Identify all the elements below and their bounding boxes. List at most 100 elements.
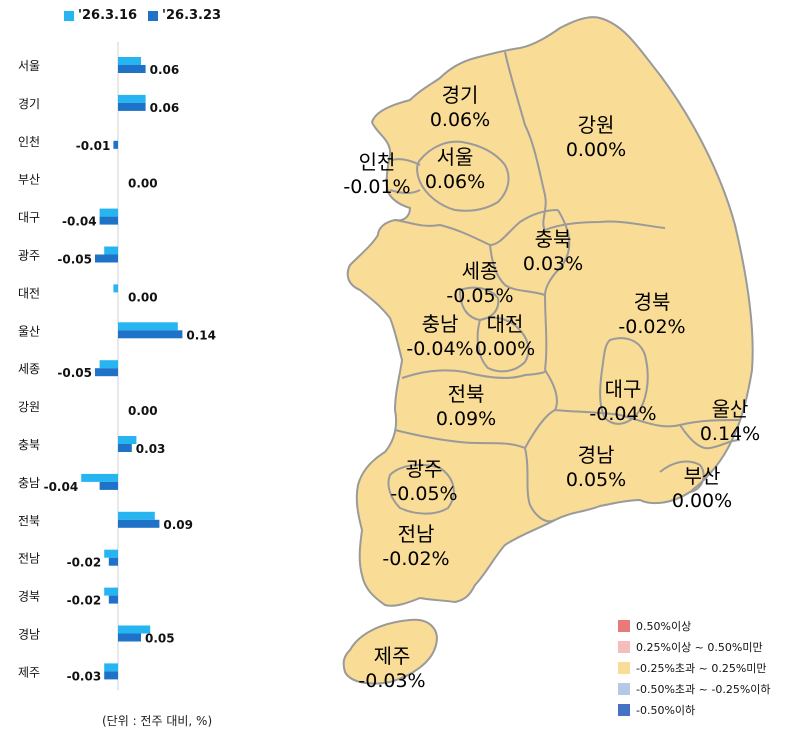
region-name: 전북	[448, 382, 485, 406]
region-value: -0.04%	[589, 403, 656, 425]
value-label: 0.00	[128, 404, 158, 418]
value-label: -0.04	[62, 215, 97, 229]
map-legend-label-3: -0.25%초과 ~ 0.25%미만	[636, 662, 767, 675]
legend-swatch-series-1	[64, 10, 74, 21]
bar-curr	[118, 330, 183, 339]
value-label: 0.06	[150, 101, 180, 115]
bar-curr	[118, 633, 141, 642]
region-name: 대전	[487, 312, 524, 336]
category-label: 충남	[18, 476, 40, 490]
region-value: -0.02%	[618, 316, 685, 338]
bar-prev	[104, 549, 118, 558]
border-jeonbuk-gyeongnam	[524, 409, 556, 449]
region-name: 충북	[535, 227, 572, 251]
border-daejeon	[476, 316, 530, 373]
border-gwangju	[387, 463, 455, 515]
map-labels: 경기0.06% 강원0.00%인천-0.01%서울0.06%충북0.03%세종-0…	[343, 83, 760, 692]
region-name: 전남	[398, 522, 435, 546]
bar-prev	[118, 57, 141, 65]
bar-curr	[118, 102, 146, 111]
border-chungnam-south	[401, 369, 547, 379]
category-label: 전남	[18, 552, 40, 566]
value-label: -0.04	[44, 480, 79, 494]
unit-note: (단위 : 전주 대비, %)	[102, 714, 213, 728]
bar-curr	[108, 595, 118, 604]
bar-prev	[99, 208, 118, 217]
border-chungbuk-east	[544, 209, 571, 296]
category-label: 전북	[18, 514, 40, 528]
bar-prev	[104, 246, 118, 255]
map-legend-item-5: -0.50%이하	[618, 702, 695, 718]
border-busan	[659, 460, 705, 493]
category-label: 대전	[18, 286, 40, 300]
border-incheon	[389, 158, 421, 194]
region-name: 부산	[684, 464, 721, 488]
border-gangwon-south	[544, 220, 666, 231]
region-name: 인천	[359, 150, 396, 174]
region-value: 0.00%	[566, 139, 626, 161]
value-label: 0.00	[128, 177, 158, 191]
value-label: 0.06	[150, 63, 180, 77]
value-label: -0.03	[67, 669, 102, 683]
region-value: 0.00%	[475, 338, 535, 360]
map-legend-swatch-2	[618, 641, 630, 653]
border-chungbuk-west	[489, 244, 548, 371]
region-value: 0.09%	[436, 408, 496, 430]
category-label: 제주	[18, 665, 40, 679]
bar-prev	[99, 360, 118, 369]
bar-curr	[95, 368, 118, 377]
map-shapes	[342, 16, 754, 685]
bar-curr	[118, 519, 160, 528]
border-seoul	[416, 140, 510, 212]
region-name: 경북	[634, 290, 671, 314]
region-name: 서울	[437, 145, 474, 169]
region-value: -0.02%	[382, 548, 449, 570]
category-label: 경기	[18, 97, 40, 111]
value-label: 0.00	[128, 290, 158, 304]
region-value: -0.05%	[390, 483, 457, 505]
category-label: 세종	[18, 362, 40, 376]
bar-curr	[99, 481, 118, 490]
category-label: 울산	[18, 324, 40, 338]
region-name: 대구	[605, 377, 642, 401]
region-value: 0.03%	[523, 253, 583, 275]
bar-curr	[95, 254, 118, 263]
bar-prev	[104, 587, 118, 596]
legend-series-2: '26.3.23	[148, 8, 221, 23]
value-label: -0.02	[67, 594, 102, 608]
region-value: -0.03%	[358, 670, 425, 692]
border-jeonbuk-south	[394, 429, 556, 523]
region-value: 0.14%	[700, 423, 760, 445]
region-name: 경기	[442, 83, 479, 107]
region-value: 0.06%	[425, 171, 485, 193]
region-name: 충남	[422, 312, 459, 336]
region-name: 세종	[462, 259, 499, 283]
bar-prev	[118, 94, 146, 103]
bar-curr	[104, 671, 118, 680]
map-legend-item-1: 0.50%이상	[618, 618, 691, 634]
legend-swatch-series-2	[148, 10, 158, 21]
category-label: 대구	[18, 211, 40, 225]
jeju-shape	[342, 618, 438, 685]
map-legend-item-4: -0.50%초과 ~ -0.25%이하	[618, 681, 771, 697]
mainland-shape	[346, 16, 754, 607]
bar-prev	[118, 436, 137, 444]
map-legend-label-5: -0.50%이하	[636, 704, 696, 717]
bar-prev	[118, 625, 151, 634]
category-label: 경남	[18, 628, 40, 642]
map-legend-item-2: 0.25%이상 ~ 0.50%미만	[618, 639, 763, 655]
region-name: 울산	[712, 397, 749, 421]
bar-curr	[113, 140, 118, 149]
category-label: 경북	[18, 590, 40, 604]
bar-curr	[99, 216, 118, 225]
map-legend-item-3: -0.25%초과 ~ 0.25%미만	[618, 660, 767, 676]
border-gyeonggi-south	[394, 209, 559, 247]
map-legend-swatch-4	[618, 683, 630, 695]
legend-label-series-1: '26.3.16	[78, 8, 138, 23]
map-legend-label-2: 0.25%이상 ~ 0.50%미만	[636, 641, 763, 654]
region-value: -0.04%	[406, 338, 473, 360]
border-gyeonggi-gangwon	[504, 51, 547, 231]
region-value: -0.01%	[343, 176, 410, 198]
region-value: 0.00%	[672, 490, 732, 512]
value-label: 0.09	[163, 518, 193, 532]
